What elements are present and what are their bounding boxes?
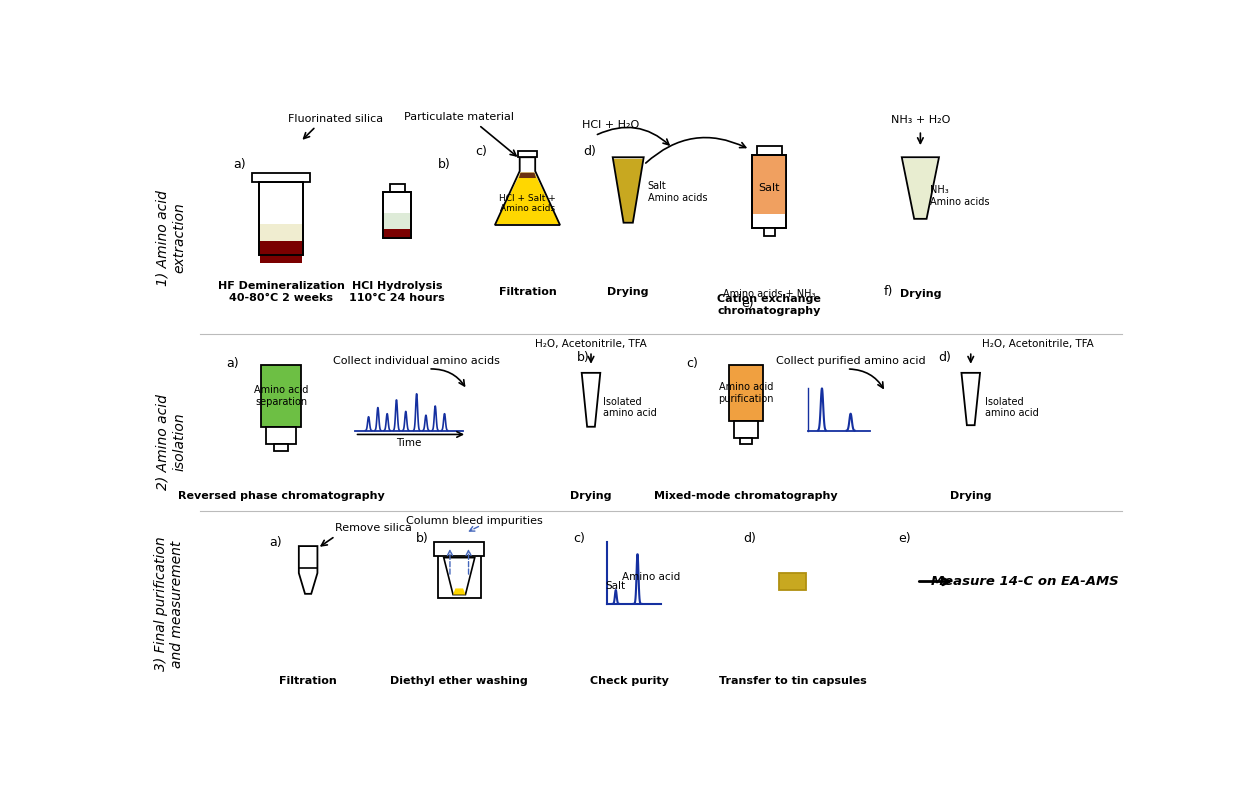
- Polygon shape: [496, 173, 559, 224]
- Bar: [260, 241, 301, 263]
- FancyArrowPatch shape: [598, 128, 669, 145]
- Text: Fluorinated silica: Fluorinated silica: [288, 114, 383, 124]
- Bar: [435, 542, 484, 556]
- Text: Drying: Drying: [899, 289, 941, 300]
- Text: Salt
Amino acids: Salt Amino acids: [648, 181, 707, 202]
- Polygon shape: [961, 373, 980, 426]
- Bar: [383, 192, 411, 238]
- Text: Check purity: Check purity: [590, 676, 669, 686]
- FancyArrowPatch shape: [646, 138, 746, 163]
- Text: a): a): [226, 357, 239, 370]
- Text: b): b): [577, 351, 589, 364]
- Text: 3) Final purification
and measurement: 3) Final purification and measurement: [153, 536, 183, 671]
- Text: e): e): [898, 532, 911, 545]
- Bar: [740, 438, 752, 444]
- Polygon shape: [582, 373, 600, 426]
- Text: Isolated
amino acid: Isolated amino acid: [603, 397, 657, 418]
- Text: H₂O, Acetonitrile, TFA: H₂O, Acetonitrile, TFA: [535, 339, 647, 348]
- Text: Drying: Drying: [950, 491, 991, 501]
- Bar: [728, 365, 764, 421]
- Text: a): a): [269, 536, 281, 549]
- Bar: [261, 365, 301, 426]
- Text: c): c): [574, 532, 585, 545]
- Text: Amino acid
purification: Amino acid purification: [718, 382, 774, 403]
- Bar: [383, 192, 411, 238]
- Bar: [266, 426, 295, 444]
- Text: Remove silica: Remove silica: [335, 524, 412, 533]
- Bar: [735, 421, 757, 438]
- Text: c): c): [475, 144, 487, 158]
- Text: NH₃ + H₂O: NH₃ + H₂O: [891, 116, 950, 125]
- Text: Salt: Salt: [759, 183, 780, 193]
- Bar: [757, 146, 781, 155]
- Polygon shape: [519, 173, 536, 178]
- Bar: [384, 229, 411, 238]
- Text: a): a): [234, 159, 246, 171]
- Text: NH₃
Amino acids: NH₃ Amino acids: [929, 185, 990, 206]
- Bar: [261, 365, 301, 426]
- Text: H₂O, Acetonitrile, TFA: H₂O, Acetonitrile, TFA: [982, 339, 1094, 348]
- Text: Column bleed impurities: Column bleed impurities: [407, 516, 543, 526]
- Polygon shape: [903, 159, 937, 218]
- Bar: [259, 182, 303, 255]
- FancyArrowPatch shape: [431, 369, 465, 386]
- Text: Transfer to tin capsules: Transfer to tin capsules: [718, 676, 867, 686]
- Polygon shape: [299, 546, 318, 594]
- Text: Collect purified amino acid: Collect purified amino acid: [776, 356, 926, 367]
- Bar: [779, 573, 806, 590]
- Bar: [728, 365, 764, 421]
- Text: Amino acid
separation: Amino acid separation: [254, 385, 308, 406]
- Bar: [752, 155, 786, 228]
- Text: Drying: Drying: [570, 491, 612, 501]
- Bar: [519, 151, 536, 157]
- Text: HF Demineralization
40-80°C 2 weeks: HF Demineralization 40-80°C 2 weeks: [217, 281, 344, 303]
- Text: Measure 14-C on EA-AMS: Measure 14-C on EA-AMS: [931, 575, 1119, 588]
- Bar: [752, 155, 786, 228]
- Text: HCl + H₂O: HCl + H₂O: [582, 120, 639, 130]
- Polygon shape: [443, 558, 475, 595]
- Text: d): d): [938, 351, 951, 364]
- Polygon shape: [453, 588, 466, 595]
- Text: Amino acid: Amino acid: [622, 572, 681, 582]
- Bar: [384, 214, 411, 237]
- Bar: [260, 224, 301, 253]
- Text: Mixed-mode chromatography: Mixed-mode chromatography: [654, 491, 838, 501]
- Text: Salt: Salt: [605, 581, 625, 591]
- Polygon shape: [613, 159, 643, 222]
- Text: b): b): [437, 159, 450, 171]
- Text: HCl Hydrolysis
110°C 24 hours: HCl Hydrolysis 110°C 24 hours: [349, 281, 445, 303]
- Text: c): c): [686, 357, 697, 370]
- Text: HCl + Salt +
Amino acids: HCl + Salt + Amino acids: [499, 194, 556, 213]
- Text: e): e): [741, 297, 754, 310]
- Text: Reversed phase chromatography: Reversed phase chromatography: [177, 491, 384, 501]
- Text: Amino acids + NH₃: Amino acids + NH₃: [723, 289, 815, 300]
- Text: d): d): [744, 532, 756, 545]
- Bar: [259, 182, 303, 255]
- Text: Time: Time: [396, 438, 422, 448]
- Bar: [251, 173, 310, 182]
- Bar: [764, 228, 775, 236]
- Text: Particulate material: Particulate material: [404, 112, 514, 122]
- Text: 2) Amino acid
isolation: 2) Amino acid isolation: [156, 395, 186, 490]
- Text: Isolated
amino acid: Isolated amino acid: [985, 397, 1039, 418]
- Text: 1) Amino acid
extraction: 1) Amino acid extraction: [156, 190, 186, 286]
- FancyArrowPatch shape: [849, 369, 883, 388]
- Bar: [437, 554, 481, 599]
- Text: Filtration: Filtration: [499, 287, 556, 297]
- Bar: [754, 156, 785, 214]
- Text: Filtration: Filtration: [279, 676, 337, 686]
- Bar: [389, 184, 404, 192]
- Text: f): f): [884, 285, 893, 299]
- Text: Diethyl ether washing: Diethyl ether washing: [391, 676, 528, 686]
- Text: d): d): [583, 144, 595, 158]
- Bar: [274, 444, 288, 450]
- Text: b): b): [416, 532, 428, 545]
- Text: Collect individual amino acids: Collect individual amino acids: [333, 356, 500, 367]
- Text: Cation exchange
chromatography: Cation exchange chromatography: [717, 294, 821, 316]
- Text: Drying: Drying: [608, 287, 649, 297]
